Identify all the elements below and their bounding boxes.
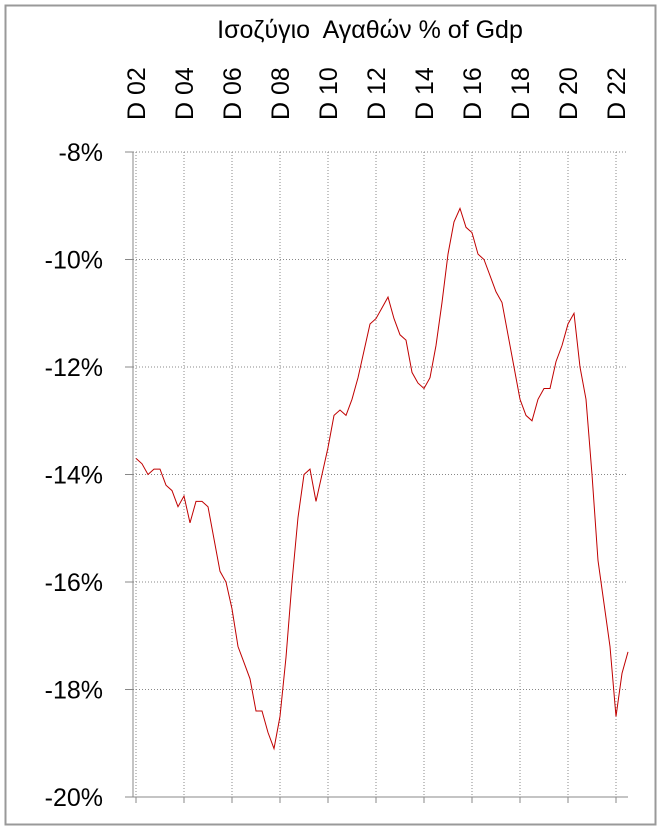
x-tick-label: D 04 (171, 67, 199, 120)
x-tick-label: D 20 (555, 67, 583, 120)
x-tick-label: D 08 (267, 67, 295, 120)
data-line (135, 206, 629, 751)
y-tick-label: -20% (45, 784, 103, 812)
chart-title: Ισοζύγιο Αγαθών % of Gdp (217, 16, 523, 44)
x-tick-label: D 06 (219, 67, 247, 120)
x-tick-label: D 14 (411, 67, 439, 120)
y-tick-label: -18% (45, 677, 103, 705)
y-tick-label: -10% (45, 247, 103, 275)
x-tick-label: D 10 (315, 67, 343, 120)
y-tick-label: -8% (59, 139, 103, 167)
x-tick-label: D 22 (603, 67, 631, 120)
x-tick-label: D 16 (459, 67, 487, 120)
y-tick-label: -14% (45, 462, 103, 490)
x-tick-label: D 02 (123, 67, 151, 120)
y-tick-label: -12% (45, 354, 103, 382)
chart-border (4, 4, 657, 826)
x-tick-label: D 12 (363, 67, 391, 120)
y-tick-label: -16% (45, 569, 103, 597)
x-tick-label: D 18 (507, 67, 535, 120)
